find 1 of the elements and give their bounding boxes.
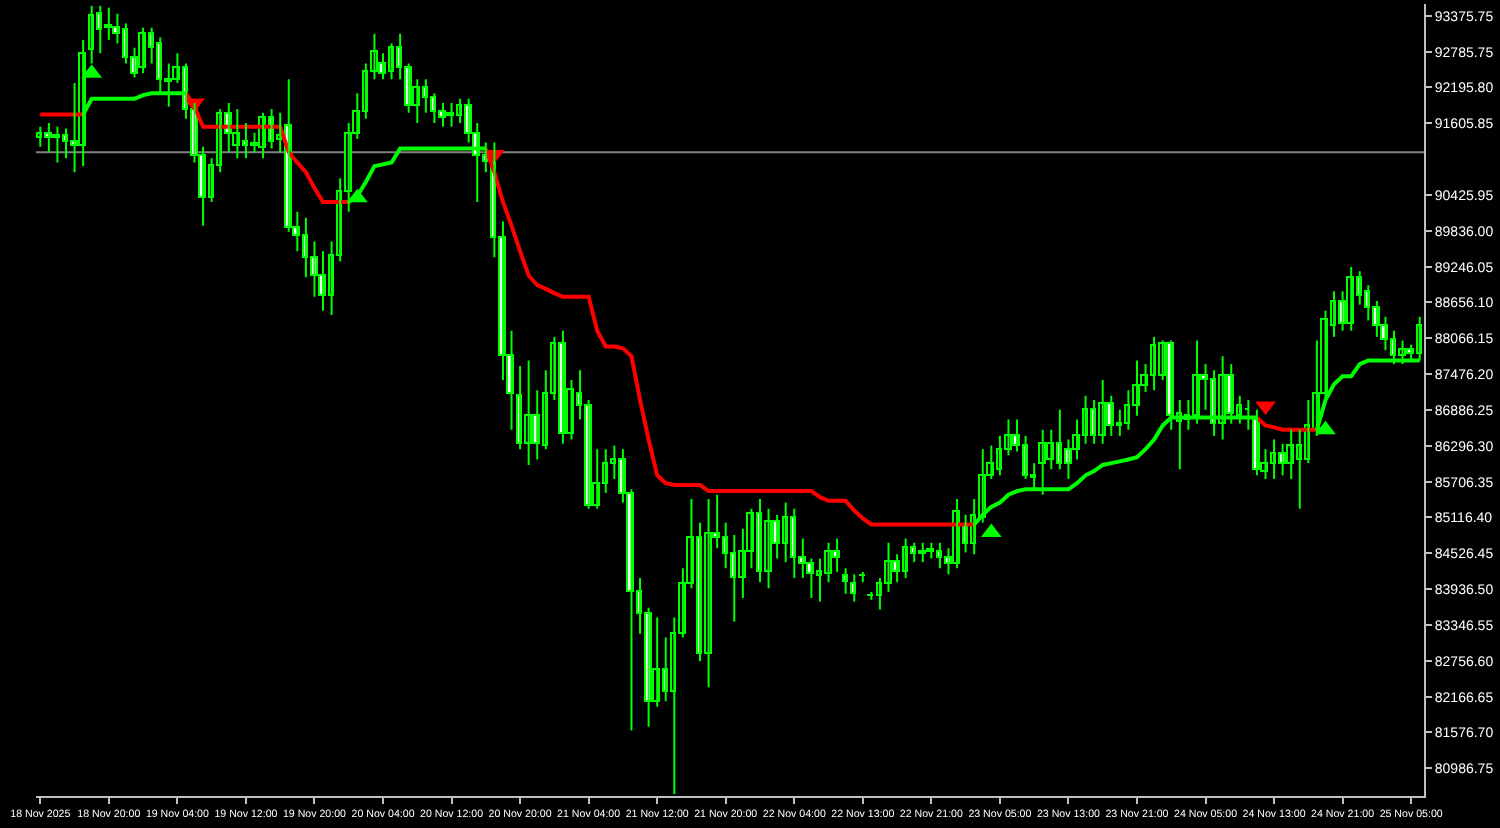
point xyxy=(1315,420,1336,435)
